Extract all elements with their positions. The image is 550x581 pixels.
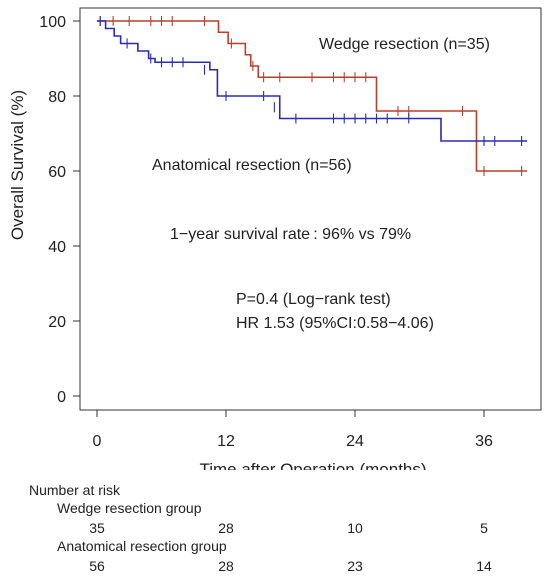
legend-wedge-label: Wedge resection (n=35) xyxy=(319,36,490,53)
legend-anatomical-label: Anatomical resection (n=56) xyxy=(152,157,352,174)
risk-value: 56 xyxy=(89,558,105,574)
hazard-ratio-annotation: HR 1.53 (95%CI:0.58−4.06) xyxy=(236,315,434,332)
risk-value: 14 xyxy=(476,558,492,574)
wedge-survival-curve xyxy=(97,20,527,172)
p-value-annotation: P=0.4 (Log−rank test) xyxy=(236,291,391,308)
y-tick-label: 0 xyxy=(57,389,66,406)
y-tick-label: 40 xyxy=(48,239,66,256)
y-tick-label: 60 xyxy=(48,164,66,181)
censor-marks xyxy=(99,16,523,176)
y-tick-label: 100 xyxy=(39,14,66,31)
survival-rate-annotation: 1−year survival rate : 96% vs 79% xyxy=(170,226,411,243)
x-tick-label: 12 xyxy=(217,433,235,450)
anatomical-survival-curve xyxy=(97,20,527,142)
risk-value: 28 xyxy=(218,558,234,574)
y-tick-label: 80 xyxy=(48,89,66,106)
y-axis-title: Overall Survival (%) xyxy=(8,90,27,240)
risk-group-label-wedge: Wedge resection group xyxy=(57,500,202,516)
curves xyxy=(97,20,527,172)
plot-border xyxy=(79,7,542,411)
risk-value: 10 xyxy=(347,520,363,536)
x-tick-label: 36 xyxy=(475,433,493,450)
risk-value: 35 xyxy=(89,520,105,536)
axes xyxy=(79,21,484,411)
risk-table-title: Number at risk xyxy=(29,482,121,498)
risk-value: 28 xyxy=(218,520,234,536)
y-tick-label: 20 xyxy=(48,314,66,331)
risk-value: 23 xyxy=(347,558,363,574)
x-tick-label: 24 xyxy=(346,433,364,450)
x-axis-title: Time after Operation (months) xyxy=(199,460,426,470)
survival-chart: 0 20 40 60 80 100 0 12 24 36 Overall Survival (%)… xyxy=(8,7,542,470)
risk-value: 5 xyxy=(480,520,488,536)
plot-box xyxy=(79,7,542,411)
ticks: 0 20 40 60 80 100 0 12 24 36 xyxy=(39,14,493,450)
x-tick-label: 0 xyxy=(93,433,102,450)
risk-group-label-anatomical: Anatomical resection group xyxy=(57,538,227,554)
